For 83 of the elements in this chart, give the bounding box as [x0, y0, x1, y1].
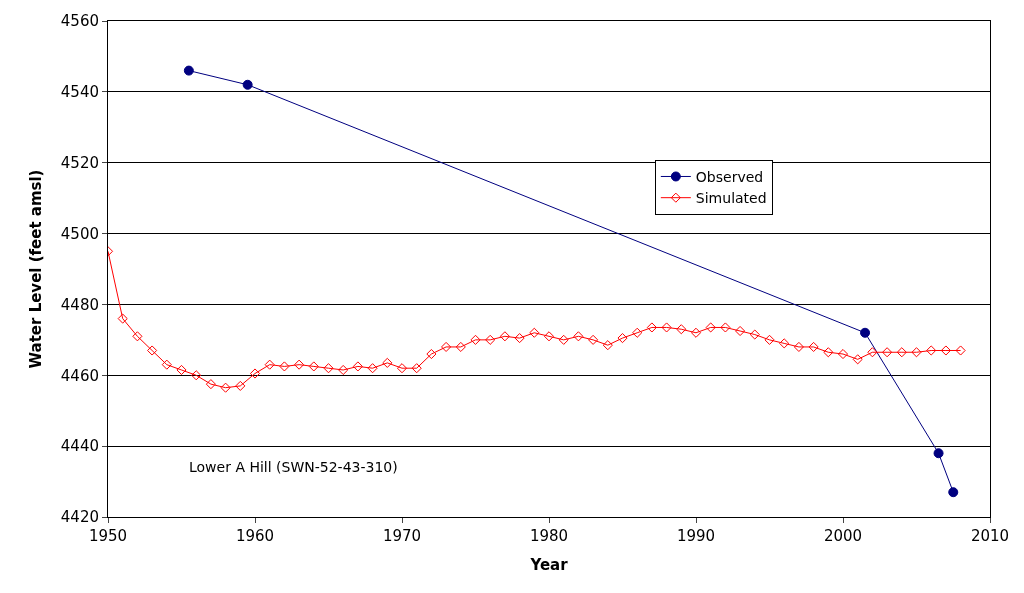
point: [896, 347, 907, 358]
y-tick-label: 4540: [60, 83, 99, 102]
point: [588, 334, 599, 345]
point: [543, 331, 555, 342]
x-tick-label: 1960: [235, 527, 275, 545]
y-tick-label: 4500: [60, 224, 99, 243]
x-tick-label: 1990: [676, 527, 716, 545]
point: [367, 363, 378, 374]
point: [558, 334, 569, 345]
point: [882, 347, 893, 358]
point: [249, 368, 261, 379]
point: [235, 380, 246, 391]
point: [632, 327, 643, 338]
point: [955, 345, 966, 356]
point: [646, 322, 657, 333]
point: [867, 347, 878, 358]
point: [860, 327, 871, 338]
point: [441, 341, 452, 352]
point: [382, 357, 393, 368]
point: [485, 334, 496, 345]
point: [735, 325, 746, 337]
point: [426, 348, 437, 360]
y-tick-label: 4480: [60, 295, 99, 314]
point: [220, 382, 231, 393]
point: [132, 331, 143, 342]
point: [308, 361, 319, 372]
point: [852, 354, 863, 365]
point: [529, 327, 540, 338]
y-tick-label: 4460: [60, 366, 99, 385]
point: [470, 334, 481, 345]
point: [205, 379, 216, 390]
point: [808, 341, 819, 352]
point: [323, 363, 334, 374]
point: [183, 65, 194, 76]
point: [933, 448, 944, 459]
point: [411, 363, 422, 374]
x-tick-label: 2000: [823, 527, 863, 545]
point: [161, 359, 172, 370]
point: [602, 340, 613, 351]
point: [573, 331, 584, 342]
x-tick-label: 1950: [88, 527, 128, 545]
y-axis-title: Water Level (feet amsl): [27, 169, 46, 369]
point: [338, 364, 349, 376]
point: [749, 329, 760, 340]
point: [690, 327, 702, 338]
point: [191, 370, 202, 381]
legend-label: Simulated: [695, 190, 767, 207]
point: [940, 345, 951, 356]
point: [396, 363, 408, 374]
point: [352, 361, 363, 372]
point: [147, 345, 158, 356]
y-tick-label: 4560: [60, 12, 99, 31]
point: [926, 345, 937, 356]
y-tick-label: 4420: [60, 508, 99, 527]
point: [117, 313, 128, 324]
x-tick-label: 1980: [529, 527, 569, 545]
point: [793, 341, 804, 352]
point: [455, 341, 466, 352]
point: [176, 364, 187, 376]
point: [705, 322, 716, 333]
point: [242, 79, 253, 90]
point: [779, 338, 790, 349]
point: [279, 361, 290, 372]
x-axis-title: Year: [529, 556, 569, 574]
point: [499, 331, 510, 342]
point: [514, 333, 525, 344]
legend-label: Observed: [695, 168, 764, 185]
point: [837, 348, 849, 360]
y-tick-label: 4440: [60, 437, 99, 456]
annotation: Lower A Hill (SWN-52-43-310): [189, 459, 398, 475]
point: [294, 359, 305, 370]
point: [720, 322, 731, 333]
point: [911, 347, 922, 358]
y-tick-label: 4520: [60, 153, 99, 172]
point: [764, 334, 775, 345]
point: [661, 322, 672, 333]
point: [676, 324, 687, 335]
point: [948, 487, 959, 498]
point: [823, 347, 834, 358]
x-tick-label: 1970: [382, 527, 422, 545]
point: [617, 333, 628, 344]
point: [264, 359, 275, 370]
x-tick-label: 2010: [970, 527, 1010, 545]
